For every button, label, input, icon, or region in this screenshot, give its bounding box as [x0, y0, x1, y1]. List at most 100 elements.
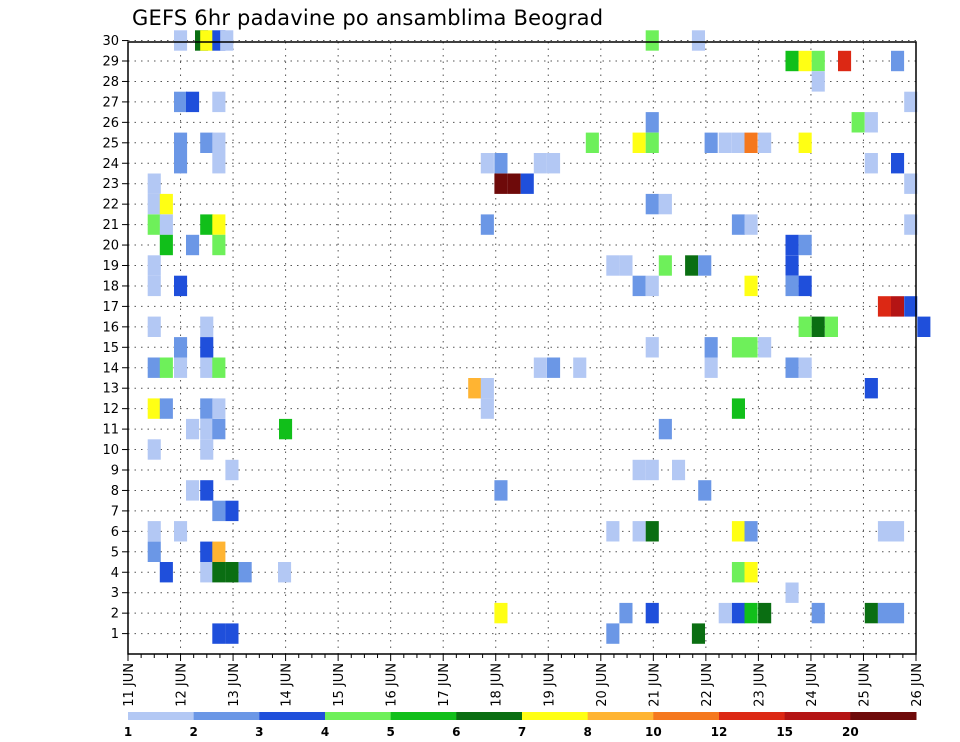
heatmap-cell [147, 541, 161, 562]
heatmap-cell [758, 337, 772, 358]
heatmap-cell [718, 132, 732, 153]
heatmap-cell [225, 500, 239, 522]
heatmap-cell [744, 602, 758, 624]
y-tick-label: 7 [111, 504, 119, 519]
colorbar-segment [522, 712, 589, 720]
heatmap-cell [186, 418, 200, 440]
heatmap-cell [220, 30, 234, 51]
y-tick-label: 2 [111, 607, 119, 622]
heatmap-cell [200, 316, 214, 337]
heatmap-cell [147, 275, 161, 297]
heatmap-cell [468, 378, 482, 399]
heatmap-cell [838, 50, 852, 72]
colorbar-segment [390, 712, 457, 720]
heatmap-cell [811, 71, 825, 92]
y-tick-label: 12 [102, 402, 119, 417]
heatmap-cell [811, 602, 825, 624]
heatmap-cell [533, 357, 547, 378]
x-tick-label: 12 JUN [175, 663, 190, 707]
colorbar-segment [784, 712, 851, 720]
heatmap-cell [785, 275, 799, 297]
heatmap-cell [891, 153, 905, 174]
y-tick-label: 6 [111, 525, 119, 540]
colorbar-segment [719, 712, 786, 720]
x-axis-ticks: 11 JUN 12 JUN 13 JUN 14 JUN 15 JUN 16 JUN 17 J… [122, 654, 925, 707]
heatmap-cell [698, 255, 712, 276]
heatmap-cell [212, 541, 226, 562]
heatmap-cell [147, 316, 161, 337]
heatmap-cell [174, 30, 188, 51]
colorbar-segment [193, 712, 260, 720]
x-tick-label: 22 JUN [700, 663, 715, 707]
x-tick-label: 17 JUN [437, 663, 452, 707]
heatmap-cell [480, 378, 494, 399]
heatmap-cell [480, 398, 494, 419]
heatmap-cell [698, 480, 712, 501]
heatmap-cell [174, 275, 188, 297]
heatmap-cell [632, 459, 646, 481]
heatmap-cell [480, 153, 494, 174]
heatmap-cell [200, 132, 214, 153]
y-tick-label: 11 [102, 423, 119, 438]
heatmap-cell [573, 357, 587, 378]
y-tick-label: 14 [102, 361, 119, 376]
y-tick-label: 15 [102, 341, 119, 356]
heatmap-cell [891, 521, 905, 542]
heatmap-cell [619, 602, 633, 624]
heatmap-cell [877, 521, 891, 542]
heatmap-cell [238, 562, 252, 583]
heatmap-cell [606, 521, 620, 542]
heatmap-cell [159, 398, 173, 419]
heatmap-cell [533, 153, 547, 174]
heatmap-cell [632, 521, 646, 542]
y-tick-label: 19 [102, 259, 119, 274]
x-tick-label: 14 JUN [280, 663, 295, 707]
chart-title: GEFS 6hr padavine po ansamblima Beograd [132, 6, 604, 30]
heatmap-cell [212, 214, 226, 235]
heatmap-cell [645, 602, 659, 624]
heatmap-cell [704, 357, 718, 378]
x-tick-label: 23 JUN [752, 663, 767, 707]
heatmap-cell [225, 562, 239, 583]
y-tick-label: 8 [111, 484, 119, 499]
heatmap-cell [645, 521, 659, 542]
heatmap-cell [494, 602, 508, 624]
heatmap-cell [619, 255, 633, 276]
colorbar-label: 5 [386, 725, 394, 739]
heatmap-cell [685, 255, 699, 276]
y-tick-label: 24 [102, 157, 119, 172]
y-tick-label: 17 [102, 300, 119, 315]
heatmap-cell [645, 132, 659, 153]
heatmap-cell [691, 30, 705, 51]
heatmap-cell [691, 623, 705, 644]
heatmap-cell [731, 398, 745, 419]
colorbar-segment [325, 712, 392, 720]
heatmap-cell [731, 132, 745, 153]
colorbar-segment [850, 712, 917, 720]
x-tick-label: 24 JUN [805, 663, 820, 707]
heatmap-cell [785, 50, 799, 72]
heatmap-cell [785, 255, 799, 276]
heatmap-cell [744, 337, 758, 358]
y-tick-label: 27 [102, 95, 119, 110]
y-tick-label: 1 [111, 627, 119, 642]
heatmap-cell [891, 50, 905, 72]
heatmap-cell [606, 623, 620, 644]
y-tick-label: 30 [102, 34, 119, 49]
y-tick-label: 25 [102, 136, 119, 151]
heatmap-cell [200, 480, 214, 501]
heatmap-cell [200, 214, 214, 235]
x-tick-label: 21 JUN [647, 663, 662, 707]
heatmap-cell [824, 316, 838, 337]
heatmap-cell [159, 357, 173, 378]
heatmap-cell [585, 132, 599, 153]
colorbar-label: 12 [711, 725, 728, 739]
heatmap-cell [917, 316, 931, 337]
y-tick-label: 4 [111, 566, 119, 581]
x-tick-label: 26 JUN [910, 663, 925, 707]
colorbar-label: 4 [321, 725, 329, 739]
heatmap-cell [186, 234, 200, 256]
heatmap-cell [744, 275, 758, 297]
heatmap-cell [200, 418, 214, 440]
colorbar-label: 7 [518, 725, 526, 739]
